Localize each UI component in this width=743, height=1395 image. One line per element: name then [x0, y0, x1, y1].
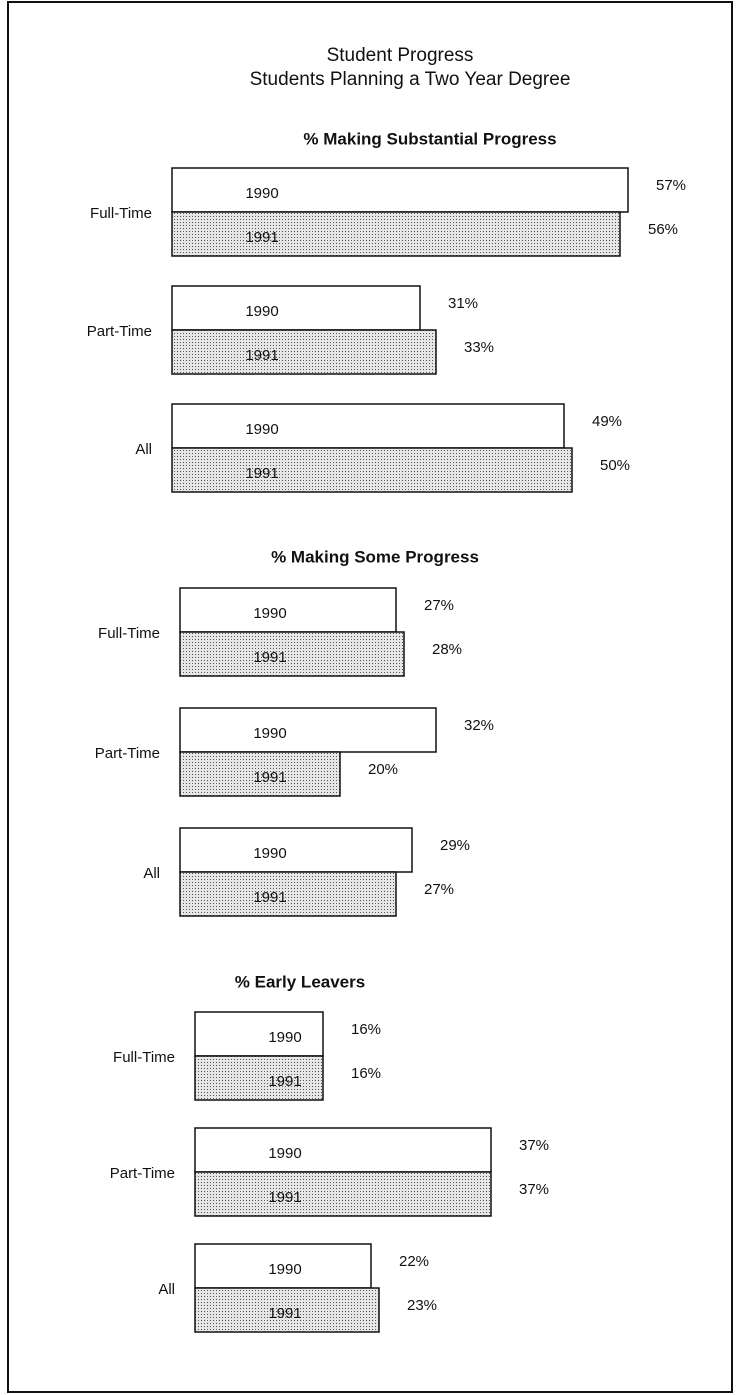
value-label: 16%	[351, 1065, 381, 1082]
series-label: 1991	[253, 889, 286, 906]
series-label: 1991	[253, 649, 286, 666]
chart-subtitle: Students Planning a Two Year Degree	[250, 69, 571, 90]
value-label: 20%	[368, 761, 398, 778]
bar	[179, 707, 437, 753]
value-label: 37%	[519, 1137, 549, 1154]
value-label: 50%	[600, 457, 630, 474]
bar	[179, 871, 397, 917]
value-label: 37%	[519, 1181, 549, 1198]
bar	[179, 587, 397, 633]
category-label: Part-Time	[110, 1165, 175, 1182]
bar	[194, 1171, 492, 1217]
bar	[194, 1287, 380, 1333]
value-label: 27%	[424, 597, 454, 614]
bar	[171, 211, 621, 257]
value-label: 49%	[592, 413, 622, 430]
value-label: 33%	[464, 339, 494, 356]
series-label: 1991	[268, 1305, 301, 1322]
category-label: All	[158, 1281, 175, 1298]
series-label: 1991	[253, 769, 286, 786]
bar	[171, 329, 437, 375]
bar	[179, 827, 413, 873]
value-label: 29%	[440, 837, 470, 854]
category-label: Part-Time	[87, 323, 152, 340]
category-label: Full-Time	[90, 205, 152, 222]
series-label: 1991	[245, 465, 278, 482]
value-label: 23%	[407, 1297, 437, 1314]
value-label: 32%	[464, 717, 494, 734]
category-label: Part-Time	[95, 745, 160, 762]
category-label: Full-Time	[98, 625, 160, 642]
category-label: All	[143, 865, 160, 882]
series-label: 1991	[245, 229, 278, 246]
panel-title: % Making Some Progress	[271, 547, 479, 566]
value-label: 22%	[399, 1253, 429, 1270]
value-label: 31%	[448, 295, 478, 312]
series-label: 1990	[245, 185, 278, 202]
bar	[194, 1011, 324, 1057]
series-label: 1990	[253, 605, 286, 622]
chart-title: Student Progress	[327, 45, 474, 66]
series-label: 1990	[268, 1145, 301, 1162]
bar	[194, 1243, 372, 1289]
value-label: 56%	[648, 221, 678, 238]
value-label: 27%	[424, 881, 454, 898]
panel-title: % Making Substantial Progress	[303, 129, 556, 148]
bar	[171, 285, 421, 331]
category-label: Full-Time	[113, 1049, 175, 1066]
bar	[171, 447, 573, 493]
bar	[179, 751, 341, 797]
frame	[7, 1, 733, 1393]
series-label: 1990	[253, 725, 286, 742]
value-label: 16%	[351, 1021, 381, 1038]
panel-title: % Early Leavers	[235, 972, 365, 991]
bar	[171, 403, 565, 449]
series-label: 1991	[268, 1073, 301, 1090]
series-label: 1991	[268, 1189, 301, 1206]
bar	[171, 167, 629, 213]
series-label: 1991	[245, 347, 278, 364]
category-label: All	[135, 441, 152, 458]
series-label: 1990	[253, 845, 286, 862]
value-label: 28%	[432, 641, 462, 658]
series-label: 1990	[245, 303, 278, 320]
bar	[179, 631, 405, 677]
bar	[194, 1127, 492, 1173]
series-label: 1990	[268, 1029, 301, 1046]
bar	[194, 1055, 324, 1101]
value-label: 57%	[656, 177, 686, 194]
series-label: 1990	[245, 421, 278, 438]
series-label: 1990	[268, 1261, 301, 1278]
